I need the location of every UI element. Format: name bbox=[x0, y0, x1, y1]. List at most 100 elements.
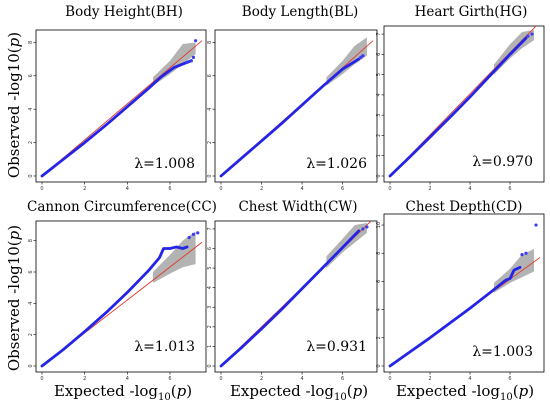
qq-panel-cannon-circumference: 0 2 4 6 0 2 4 6 8 λ=1.013 bbox=[28, 220, 207, 382]
y-tick-label: 6 bbox=[376, 53, 382, 56]
y-tick-label: 4 bbox=[28, 302, 34, 305]
x-tick-label: 6 bbox=[168, 376, 171, 382]
x-tick-label: 6 bbox=[341, 376, 344, 382]
qq-panel-chest-width: 0 2 4 6 0 1 2 3 4 5 6 7 λ=0.931 bbox=[207, 220, 378, 382]
qq-point bbox=[191, 232, 196, 236]
qq-panel-chest-depth: 0 2 4 6 0 2 4 6 8 10 λ=1.003 bbox=[376, 213, 545, 382]
x-tick-label: 6 bbox=[508, 376, 511, 382]
lambda-label: λ=1.013 bbox=[134, 339, 195, 355]
qq-point bbox=[189, 59, 193, 63]
plot-area bbox=[388, 26, 537, 178]
y-tick-label: 0 bbox=[376, 364, 382, 367]
x-tick-label: 6 bbox=[168, 186, 171, 192]
qq-point bbox=[365, 225, 369, 229]
x-tick-label: 6 bbox=[341, 186, 344, 192]
x-tick-label: 4 bbox=[126, 376, 129, 382]
x-tick-label: 2 bbox=[428, 186, 431, 192]
x-tick-label: 4 bbox=[468, 376, 471, 382]
plot-area bbox=[40, 39, 203, 178]
x-axis-label-middle: Expected -log10(p) bbox=[230, 382, 368, 403]
y-axis-label-top: Observed -log10(p) bbox=[5, 32, 23, 178]
lambda-label: λ=1.003 bbox=[472, 344, 533, 360]
qq-point bbox=[191, 55, 196, 59]
x-tick-label: 0 bbox=[40, 376, 43, 382]
y-tick-label: 1 bbox=[207, 345, 213, 348]
y-tick-label: 4 bbox=[28, 108, 34, 111]
y-tick-label: 10 bbox=[376, 222, 382, 228]
qq-point bbox=[534, 223, 538, 227]
x-tick-label: 0 bbox=[219, 186, 222, 192]
qq-point bbox=[524, 251, 528, 255]
y-tick-label: 3 bbox=[376, 114, 382, 117]
y-tick-label: 6 bbox=[207, 247, 213, 250]
qq-panel-heart-girth: 0 2 4 6 0 1 2 3 4 5 6 7 λ=0.970 bbox=[376, 25, 545, 192]
x-tick-label: 0 bbox=[40, 186, 43, 192]
y-tick-label: 5 bbox=[207, 266, 213, 269]
panel-title-bh: Body Height(BH) bbox=[65, 4, 183, 20]
y-tick-label: 4 bbox=[207, 108, 213, 111]
y-tick-label: 2 bbox=[207, 141, 213, 144]
qq-point bbox=[196, 231, 200, 235]
y-tick-label: 2 bbox=[28, 141, 34, 144]
y-tick-label: 0 bbox=[207, 174, 213, 177]
x-axis-label-left: Expected -log10(p) bbox=[54, 382, 192, 403]
qq-point bbox=[526, 34, 530, 38]
y-tick-label: 2 bbox=[207, 325, 213, 328]
observed-pvalues bbox=[388, 265, 522, 368]
plot-area bbox=[219, 37, 374, 178]
panel-title-cw: Chest Width(CW) bbox=[238, 199, 357, 215]
lambda-label: λ=0.931 bbox=[306, 339, 367, 355]
y-tick-label: 5 bbox=[376, 73, 382, 76]
y-tick-label: 8 bbox=[28, 41, 34, 44]
y-tick-label: 6 bbox=[28, 270, 34, 273]
y-tick-label: 4 bbox=[376, 93, 382, 96]
lambda-label: λ=1.026 bbox=[306, 156, 367, 172]
x-tick-label: 0 bbox=[219, 376, 222, 382]
y-tick-label: 3 bbox=[207, 306, 213, 309]
x-tick-label: 2 bbox=[260, 186, 263, 192]
y-tick-label: 6 bbox=[28, 74, 34, 77]
panel-title-cc: Cannon Circumference(CC) bbox=[27, 199, 217, 215]
y-tick-label: 4 bbox=[376, 308, 382, 311]
x-tick-label: 0 bbox=[388, 186, 391, 192]
y-tick-label: 6 bbox=[376, 280, 382, 283]
observed-pvalues bbox=[388, 36, 528, 178]
y-tick-label: 7 bbox=[376, 32, 382, 35]
x-tick-label: 2 bbox=[83, 376, 86, 382]
y-tick-label: 2 bbox=[28, 333, 34, 336]
panel-title-bl: Body Length(BL) bbox=[242, 4, 358, 20]
x-tick-label: 6 bbox=[508, 186, 511, 192]
observed-pvalues bbox=[40, 245, 189, 368]
qq-point bbox=[361, 227, 365, 231]
y-tick-label: 8 bbox=[207, 41, 213, 44]
qq-point bbox=[520, 253, 524, 257]
y-tick-label: 6 bbox=[207, 74, 213, 77]
observed-pvalues bbox=[219, 229, 361, 368]
lambda-label: λ=1.008 bbox=[134, 156, 195, 172]
x-tick-label: 4 bbox=[468, 186, 471, 192]
qq-point bbox=[194, 39, 198, 43]
plot-frame bbox=[383, 213, 545, 373]
y-tick-label: 2 bbox=[376, 134, 382, 137]
plot-area bbox=[388, 223, 541, 368]
y-tick-label: 0 bbox=[376, 174, 382, 177]
y-tick-label: 1 bbox=[376, 154, 382, 157]
plot-area bbox=[40, 231, 203, 368]
y-tick-label: 0 bbox=[28, 364, 34, 367]
x-tick-label: 4 bbox=[300, 376, 303, 382]
x-tick-label: 4 bbox=[126, 186, 129, 192]
x-tick-label: 0 bbox=[388, 376, 391, 382]
x-tick-label: 2 bbox=[428, 376, 431, 382]
y-tick-label: 0 bbox=[207, 364, 213, 367]
observed-pvalues bbox=[219, 57, 361, 178]
x-tick-label: 4 bbox=[300, 186, 303, 192]
x-tick-label: 2 bbox=[83, 186, 86, 192]
lambda-label: λ=0.970 bbox=[472, 154, 533, 170]
y-axis-label-bottom: Observed -log10(p) bbox=[5, 225, 23, 371]
qq-panel-body-length: 0 2 4 6 0 2 4 6 8 λ=1.026 bbox=[207, 29, 378, 192]
qq-point bbox=[361, 54, 365, 58]
observed-pvalues bbox=[40, 59, 193, 178]
x-axis-label-right: Expected -log10(p) bbox=[396, 382, 534, 403]
qq-point bbox=[185, 60, 189, 64]
